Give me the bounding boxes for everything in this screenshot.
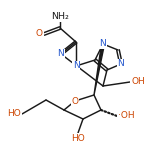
Text: NH₂: NH₂ [51, 12, 69, 21]
Text: OH: OH [131, 78, 145, 86]
Text: N: N [58, 50, 64, 59]
Text: O: O [72, 97, 79, 105]
Text: N: N [118, 59, 124, 69]
Text: N: N [73, 62, 79, 71]
Text: HO: HO [7, 109, 21, 119]
Text: HȮ: HȮ [71, 134, 85, 143]
Text: ·OH: ·OH [118, 112, 135, 121]
Polygon shape [94, 44, 104, 95]
Text: N: N [100, 40, 106, 48]
Text: O: O [36, 29, 43, 38]
